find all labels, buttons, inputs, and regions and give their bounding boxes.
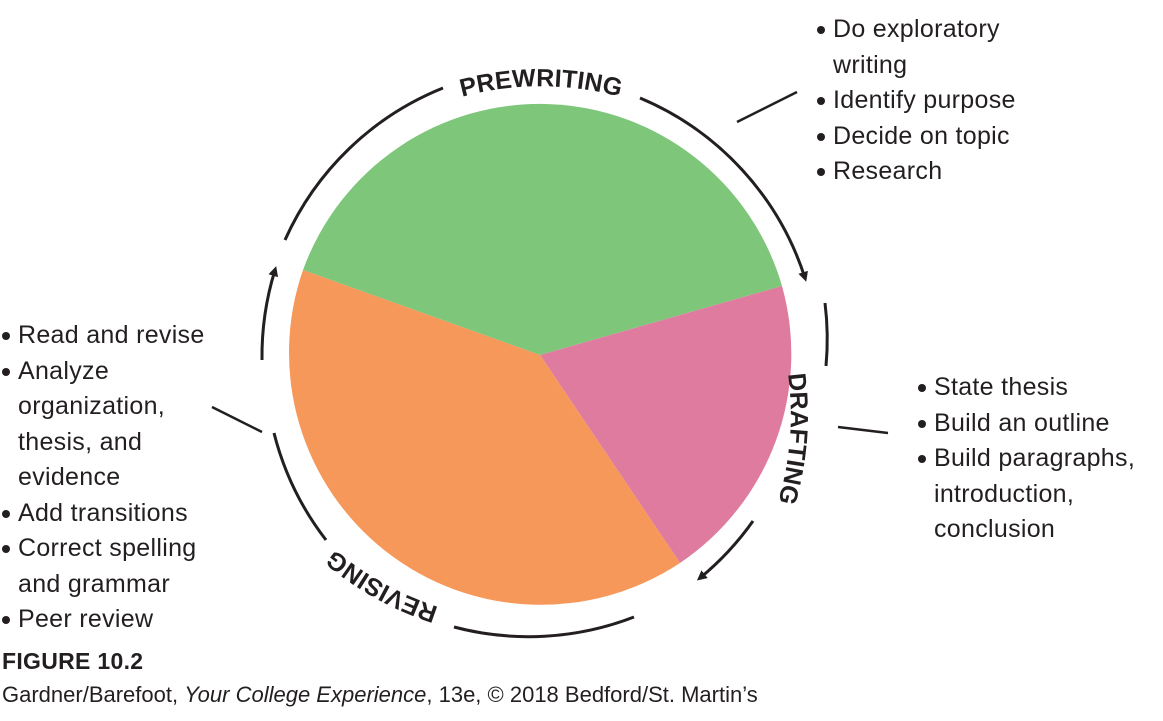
list-item-text: evidence [18, 463, 121, 491]
prewriting-bullet-list: Do exploratory writing Identify purpose Dec… [815, 12, 1016, 190]
arc-revising-lower [453, 615, 635, 639]
drafting-list-item: Build an outline [916, 406, 1135, 442]
list-item-text: Peer review [18, 605, 154, 633]
stage-label-prewriting: PREWRITING [457, 64, 625, 102]
revising-list-item: Analyze organization, thesis, and evidence [0, 354, 205, 496]
prewriting-list-item: Decide on topic [815, 119, 1016, 155]
list-item-text: Research [833, 157, 943, 185]
list-item-text: Decide on topic [833, 121, 1010, 150]
arc-prewriting-left [283, 86, 444, 241]
list-item-text: Do exploratory [833, 15, 1000, 43]
revising-list-item: Peer review [0, 602, 205, 638]
drafting-bullet-list: State thesis Build an outline Build paragr… [916, 370, 1135, 548]
list-item-text: Identify purpose [833, 86, 1016, 114]
arc-arrow-prewriting-to-drafting [639, 96, 808, 282]
arc-drafting-lower [823, 302, 829, 367]
pie-slice-drafting [540, 286, 792, 563]
drafting-list-item: Build paragraphs, introduction, conclusion [916, 441, 1135, 548]
arc-arrow-drafting-to-revising [696, 520, 755, 581]
list-item-text: introduction, [934, 479, 1075, 508]
list-item-text: Build paragraphs, [934, 444, 1136, 472]
credit-edition: , 13e, © 2018 Bedford/St. Martin’s [426, 682, 758, 707]
revising-list-item: Correct spelling and grammar [0, 531, 205, 602]
list-item-text: Build an outline [934, 408, 1110, 437]
list-item-text: thesis, and [18, 427, 143, 456]
list-item-text: writing [833, 50, 908, 79]
connector-prewriting [736, 90, 798, 124]
prewriting-list-item: Do exploratory writing [815, 12, 1016, 83]
prewriting-list-item: Research [815, 154, 1016, 190]
credit-author: Gardner/Barefoot, [2, 682, 185, 707]
drafting-list-item: State thesis [916, 370, 1135, 406]
list-item-text: Add transitions [18, 498, 188, 527]
revising-bullet-list: Read and revise Analyze organization, thesi… [0, 318, 205, 638]
pie-slice-revising [289, 270, 680, 605]
list-item-text: Read and revise [18, 321, 205, 349]
revising-list-item: Read and revise [0, 318, 205, 354]
list-item-text: Correct spelling [18, 534, 197, 562]
figure-number: FIGURE 10.2 [2, 648, 144, 674]
arc-revising-upper [272, 432, 328, 541]
connector-drafting [837, 425, 889, 435]
arc-arrow-revising-to-prewriting [260, 266, 279, 361]
list-item-text: State thesis [934, 373, 1069, 401]
credit-book-title: Your College Experience [184, 682, 427, 707]
pie-slice-prewriting [303, 103, 782, 355]
connector-revising [211, 405, 263, 434]
list-item-text: and grammar [18, 569, 170, 598]
list-item-text: organization, [18, 392, 166, 420]
revising-list-item: Add transitions [0, 496, 205, 532]
figure-credit: Gardner/Barefoot, Your College Experienc… [2, 682, 758, 708]
prewriting-list-item: Identify purpose [815, 83, 1016, 119]
list-item-text: conclusion [934, 515, 1056, 543]
list-item-text: Analyze [18, 356, 110, 385]
